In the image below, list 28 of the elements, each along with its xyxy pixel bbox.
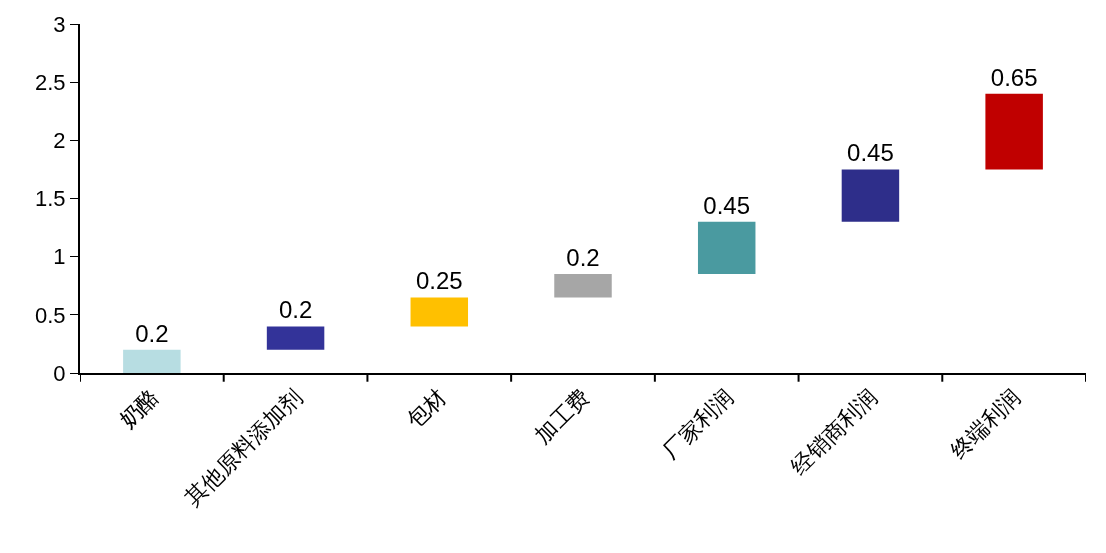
bar	[123, 349, 181, 373]
bar	[985, 93, 1043, 170]
x-tick-label: 包材	[401, 384, 451, 433]
data-label: 0.2	[135, 319, 169, 347]
data-label: 0.2	[566, 244, 600, 272]
x-tick-label: 加工费	[529, 384, 595, 449]
data-label: 0.45	[847, 139, 894, 167]
x-tick-label: 其他原料添加剂	[180, 384, 307, 511]
bar	[697, 221, 756, 275]
bar	[410, 297, 469, 327]
bar	[841, 169, 900, 222]
bar	[554, 274, 612, 298]
bar	[266, 326, 325, 350]
x-tick-label: 终端利润	[945, 384, 1026, 464]
x-tick-label: 经销商利润	[786, 384, 882, 480]
y-tick-label: 3	[53, 11, 66, 37]
data-label: 0.65	[990, 63, 1038, 91]
x-tick-label: 厂家利润	[658, 384, 739, 464]
data-label: 0.45	[703, 191, 751, 219]
y-tick-label: 1.5	[35, 186, 66, 212]
y-tick-label: 2.5	[35, 69, 66, 95]
y-tick-label: 2	[53, 128, 66, 154]
y-tick-label: 0	[53, 360, 66, 386]
y-tick-label: 0.5	[35, 302, 66, 328]
data-label: 0.25	[415, 267, 463, 295]
x-tick-label: 奶酪	[114, 384, 164, 433]
y-tick-label: 1	[53, 244, 66, 270]
data-label: 0.2	[278, 296, 313, 324]
